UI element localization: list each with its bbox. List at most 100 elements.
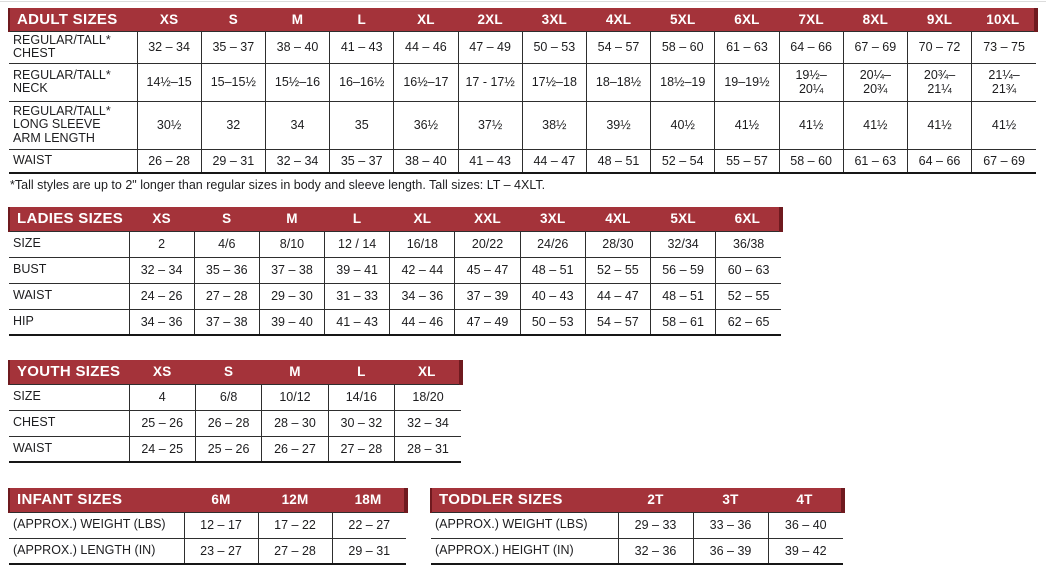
adult-sizes-section: ADULT SIZES XS S M L XL 2XL 3XL 4XL 5XL 6XL 7XL 8XL 9… [8,8,1039,192]
value-cell: 41½ [714,100,780,149]
value-cell: 58 – 60 [650,30,716,63]
value-cell: 67 – 69 [971,148,1036,174]
value-cell: 12 – 17 [184,511,259,538]
value-cell: 26 – 28 [195,409,263,436]
youth-sizes-section: YOUTH SIZES XS S M L XL SIZE 4 6/8 10/12 14/16 18/2… [8,360,464,463]
column-header: XL [394,360,464,384]
column-header: 10XL [971,8,1039,31]
value-cell: 27 – 28 [194,282,260,309]
column-header: 4XL [585,207,651,231]
value-cell: 40 – 43 [520,282,586,309]
column-header: M [261,360,329,384]
value-cell: 18/20 [394,383,461,410]
table-row: HIP 34 – 36 37 – 38 39 – 40 41 – 43 44 – 46 47… [9,308,781,336]
infant-sizes-table: INFANT SIZES 6M 12M 18M (APPROX.) WEIGHT (LB… [8,488,408,565]
value-cell: 39 – 40 [259,308,326,336]
ladies-sizes-table: LADIES SIZES XS S M L XL XXL 3XL 4XL 5XL 6XL SIZE 2 4… [8,207,784,336]
value-cell: 21¼– 21¾ [971,62,1036,101]
column-header: XS [137,8,202,31]
value-cell: 47 – 49 [454,308,521,336]
value-cell: 44 – 46 [393,30,459,63]
value-cell: 55 – 57 [714,148,780,174]
value-cell: 41½ [907,100,973,149]
column-header: M [259,207,325,231]
value-cell: 41 – 43 [329,30,395,63]
table-row: SIZE 4 6/8 10/12 14/16 18/20 [9,383,461,410]
column-header: 6XL [714,8,780,31]
value-cell: 44 – 47 [585,282,652,309]
column-header: 8XL [843,8,908,31]
value-cell: 29 – 33 [618,511,694,538]
table-title: LADIES SIZES [8,207,129,231]
column-header: 18M [332,488,408,512]
column-header: XXL [454,207,521,231]
value-cell: 6/8 [195,383,263,410]
value-cell: 29 – 30 [259,282,326,309]
value-cell: 42 – 44 [389,256,456,283]
value-cell: 34 – 36 [389,282,456,309]
column-header: 2XL [458,8,523,31]
value-cell: 34 [265,100,331,149]
toddler-sizes-section: TODDLER SIZES 2T 3T 4T (APPROX.) WEIGHT (LBS… [430,488,845,565]
value-cell: 20¼– 20¾ [843,62,908,101]
row-label-cell: SIZE [9,230,130,257]
table-row: CHEST 25 – 26 26 – 28 28 – 30 30 – 32 32 – 34 [9,409,461,436]
value-cell: 70 – 72 [907,30,973,63]
value-cell: 41½ [779,100,844,149]
value-cell: 30½ [137,100,202,149]
value-cell: 14/16 [328,383,396,410]
table-title: YOUTH SIZES [8,360,129,384]
value-cell: 41½ [843,100,908,149]
value-cell: 34 – 36 [129,308,195,336]
column-header: 4XL [586,8,651,31]
value-cell: 2 [129,230,195,257]
value-cell: 58 – 61 [650,308,717,336]
value-cell: 58 – 60 [779,148,844,174]
column-header: 4T [768,488,845,512]
header-row: TODDLER SIZES 2T 3T 4T [430,488,845,512]
column-header: 6XL [715,207,784,231]
table-row: SIZE 2 4/6 8/10 12 / 14 16/18 20/22 24/26 28/30 3… [9,230,781,257]
value-cell: 60 – 63 [715,256,781,283]
value-cell: 4/6 [194,230,260,257]
value-cell: 16–16½ [329,62,395,101]
value-cell: 37 – 38 [259,256,326,283]
value-cell: 52 – 55 [585,256,652,283]
value-cell: 61 – 63 [714,30,780,63]
row-label-cell: REGULAR/TALL* CHEST [9,30,138,63]
value-cell: 37½ [458,100,523,149]
value-cell: 35 – 37 [329,148,395,174]
row-label-cell: REGULAR/TALL* NECK [9,62,138,101]
value-cell: 27 – 28 [328,435,396,463]
value-cell: 4 [129,383,196,410]
table-title: TODDLER SIZES [430,488,618,512]
value-cell: 17 – 22 [258,511,333,538]
value-cell: 24 – 25 [129,435,196,463]
value-cell: 19–19½ [714,62,780,101]
value-cell: 38 – 40 [265,30,331,63]
adult-sizes-table: ADULT SIZES XS S M L XL 2XL 3XL 4XL 5XL 6XL 7XL 8XL 9… [8,8,1039,174]
column-header: XL [389,207,455,231]
value-cell: 29 – 31 [201,148,266,174]
value-cell: 15–15½ [201,62,266,101]
value-cell: 26 – 28 [137,148,202,174]
value-cell: 39½ [586,100,652,149]
column-header: 7XL [779,8,844,31]
value-cell: 28 – 30 [261,409,329,436]
column-header: M [265,8,330,31]
value-cell: 15½–16 [265,62,331,101]
value-cell: 32 – 34 [394,409,461,436]
value-cell: 25 – 26 [129,409,196,436]
table-title: INFANT SIZES [8,488,184,512]
value-cell: 36 – 39 [693,537,769,565]
toddler-sizes-table: TODDLER SIZES 2T 3T 4T (APPROX.) WEIGHT (LBS… [430,488,845,565]
row-label-cell: SIZE [9,383,130,410]
table-row: BUST 32 – 34 35 – 36 37 – 38 39 – 41 42 – 44 4… [9,256,781,283]
value-cell: 16½–17 [393,62,459,101]
value-cell: 14½–15 [137,62,202,101]
column-header: 3T [693,488,768,512]
row-label-cell: WAIST [9,435,130,463]
value-cell: 35 [329,100,395,149]
column-header: XS [129,207,195,231]
row-label-cell: REGULAR/TALL* LONG SLEEVE ARM LENGTH [9,100,138,149]
